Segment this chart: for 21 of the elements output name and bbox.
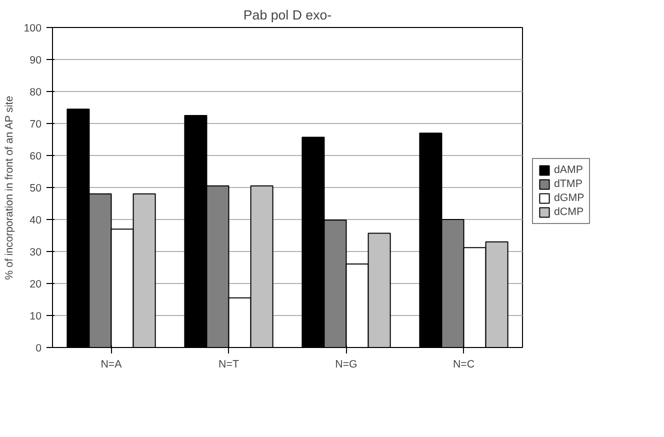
y-tick-label: 50 [30, 182, 42, 194]
y-tick-label: 90 [30, 54, 42, 66]
legend-label: dCMP [554, 206, 584, 218]
y-tick-label: 10 [30, 310, 42, 322]
y-tick-label: 20 [30, 278, 42, 290]
y-tick-label: 40 [30, 214, 42, 226]
y-axis-title: % of incorporation in front of an AP site [4, 96, 16, 280]
y-tick-label: 80 [30, 86, 42, 98]
x-tick-label: N=G [335, 358, 358, 370]
y-tick-label: 100 [24, 22, 42, 34]
chart-title: Pab pol D exo- [243, 8, 332, 22]
y-tick-label: 60 [30, 150, 42, 162]
x-tick-label: N=T [218, 358, 240, 370]
legend-label: dGMP [554, 192, 584, 204]
y-tick-label: 30 [30, 246, 42, 258]
x-tick-label: N=C [452, 358, 475, 370]
y-tick-label: 70 [30, 118, 42, 130]
legend-label: dAMP [554, 164, 584, 176]
legend-label: dTMP [554, 178, 582, 190]
x-tick-label: N=A [100, 358, 123, 370]
y-tick-label: 0 [36, 342, 42, 354]
